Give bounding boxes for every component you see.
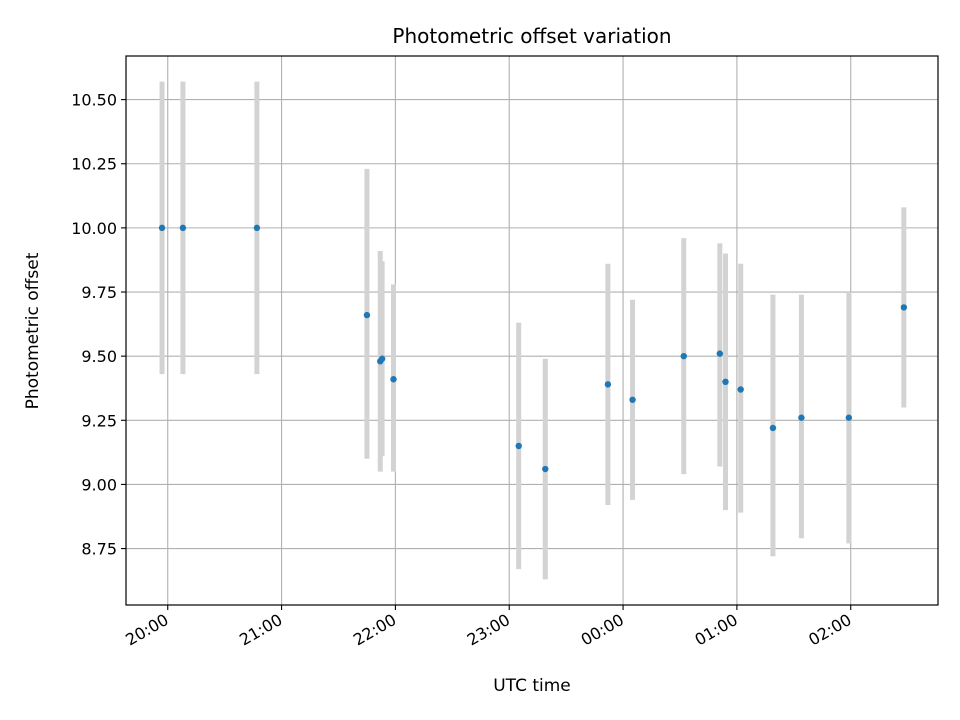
chart-title: Photometric offset variation: [392, 24, 671, 48]
y-tick-label: 9.00: [81, 475, 117, 494]
y-tick-label: 10.25: [71, 155, 117, 174]
data-point: [363, 311, 371, 319]
data-point: [629, 396, 636, 403]
x-axis-title: UTC time: [493, 676, 571, 696]
y-tick-label: 10.00: [71, 219, 117, 238]
data-point: [542, 465, 549, 473]
data-point: [716, 350, 724, 357]
y-tick-label: 9.75: [81, 283, 117, 302]
y-tick-label: 9.50: [81, 347, 117, 366]
data-point: [798, 414, 805, 421]
data-point: [253, 224, 261, 232]
y-tick-label: 10.50: [71, 91, 117, 110]
y-tick-label: 8.75: [81, 540, 117, 559]
data-point: [604, 381, 612, 388]
data-point: [769, 424, 777, 432]
data-point: [680, 352, 687, 360]
y-axis-title: Photometric offset: [23, 252, 43, 409]
data-point: [158, 224, 166, 232]
y-tick-label: 9.25: [81, 411, 117, 430]
data-point: [737, 386, 744, 393]
plot-frame: [125, 55, 939, 606]
data-point: [390, 376, 397, 383]
data-point: [722, 378, 729, 386]
data-point: [378, 355, 386, 362]
data-point: [900, 304, 908, 311]
data-points: [158, 224, 908, 473]
data-point: [515, 442, 522, 450]
grid: [126, 56, 938, 605]
data-point: [179, 224, 187, 232]
data-point: [845, 414, 853, 421]
y-axis: 8.75 9.00 9.25 9.50 9.75 10.00 10.25 10.50: [71, 91, 126, 559]
